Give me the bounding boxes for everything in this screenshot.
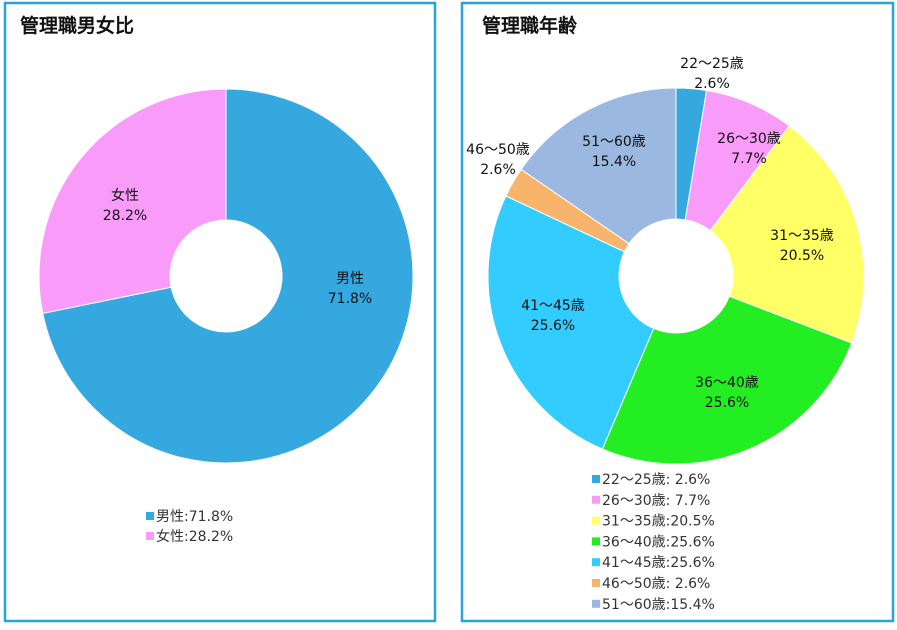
slice-name: 26〜30歳: [717, 131, 781, 147]
legend-marker: [592, 516, 600, 525]
legend-marker: [592, 558, 600, 567]
legend-marker: [592, 537, 600, 546]
legend-entry: 31〜35歳:20.5%: [602, 514, 715, 530]
donut-slice: [520, 87, 677, 245]
legend-entry: 36〜40歳:25.6%: [602, 534, 715, 550]
chart-title: 管理職男女比: [20, 14, 134, 37]
slice-name: 41〜45歳: [521, 298, 585, 314]
legend-marker: [146, 532, 154, 540]
donut-slice: [38, 88, 227, 314]
data-label: 15.4%: [592, 154, 636, 170]
slice-name: 男性: [336, 271, 364, 287]
slice-name: 女性: [111, 187, 139, 204]
slice-name: 51〜60歳: [582, 134, 646, 150]
chart-title: 管理職年齢: [482, 14, 578, 37]
donut-slice: [601, 295, 853, 465]
donut-slice: [709, 125, 865, 344]
legend-entry: 51〜60歳:15.4%: [602, 597, 715, 613]
legend-entry: 41〜45歳:25.6%: [602, 555, 715, 571]
legend-entry: 22〜25歳: 2.6%: [602, 472, 710, 488]
slice-name: 46〜50歳: [466, 142, 530, 158]
legend-entry: 女性:28.2%: [156, 528, 233, 545]
data-label: 7.7%: [731, 151, 767, 167]
slice-name: 31〜35歳: [770, 228, 834, 244]
donut-slice: [42, 88, 414, 464]
legend-entry: 26〜30歳: 7.7%: [602, 493, 710, 509]
data-label: 25.6%: [705, 395, 749, 411]
legend-marker: [592, 579, 600, 587]
data-label: 28.2%: [103, 208, 147, 224]
legend-marker: [592, 495, 600, 504]
data-label: 2.6%: [480, 162, 516, 178]
slice-name: 22〜25歳: [680, 56, 744, 72]
legend-marker: [592, 475, 600, 483]
legend-entry: 男性:71.8%: [156, 509, 233, 525]
legend-entry: 46〜50歳: 2.6%: [602, 576, 710, 592]
slice-name: 36〜40歳: [695, 375, 759, 391]
donut-slice: [487, 195, 655, 450]
data-label: 71.8%: [328, 291, 372, 307]
legend-marker: [146, 512, 154, 520]
data-label: 25.6%: [531, 318, 575, 334]
data-label: 2.6%: [694, 76, 730, 92]
data-label: 20.5%: [780, 248, 824, 264]
legend-marker: [592, 599, 600, 608]
